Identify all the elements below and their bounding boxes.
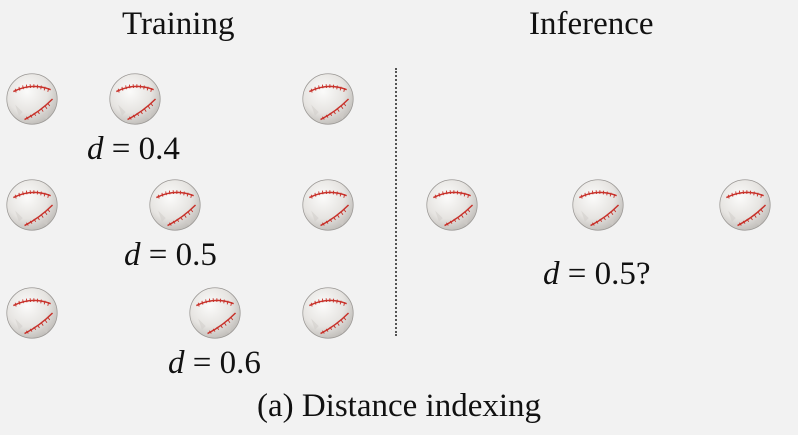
training-heading: Training bbox=[122, 6, 235, 42]
baseball-icon bbox=[300, 177, 356, 233]
baseball-icon bbox=[4, 285, 60, 341]
figure-caption: (a) Distance indexing bbox=[256, 388, 542, 424]
baseball-icon bbox=[147, 177, 203, 233]
distance-label-row2: d = 0.5 bbox=[124, 237, 217, 273]
baseball-icon bbox=[424, 177, 480, 233]
baseball-icon bbox=[570, 177, 626, 233]
baseball-icon bbox=[300, 285, 356, 341]
distance-label-inference: d = 0.5? bbox=[543, 256, 651, 292]
baseball-icon bbox=[300, 71, 356, 127]
baseball-icon bbox=[187, 285, 243, 341]
baseball-icon bbox=[4, 71, 60, 127]
dotted-divider bbox=[395, 68, 397, 336]
distance-label-row3: d = 0.6 bbox=[168, 345, 261, 381]
baseball-icon bbox=[4, 177, 60, 233]
baseball-icon bbox=[107, 71, 163, 127]
baseball-icon bbox=[717, 177, 773, 233]
distance-label-row1: d = 0.4 bbox=[87, 131, 180, 167]
inference-heading: Inference bbox=[529, 6, 654, 42]
